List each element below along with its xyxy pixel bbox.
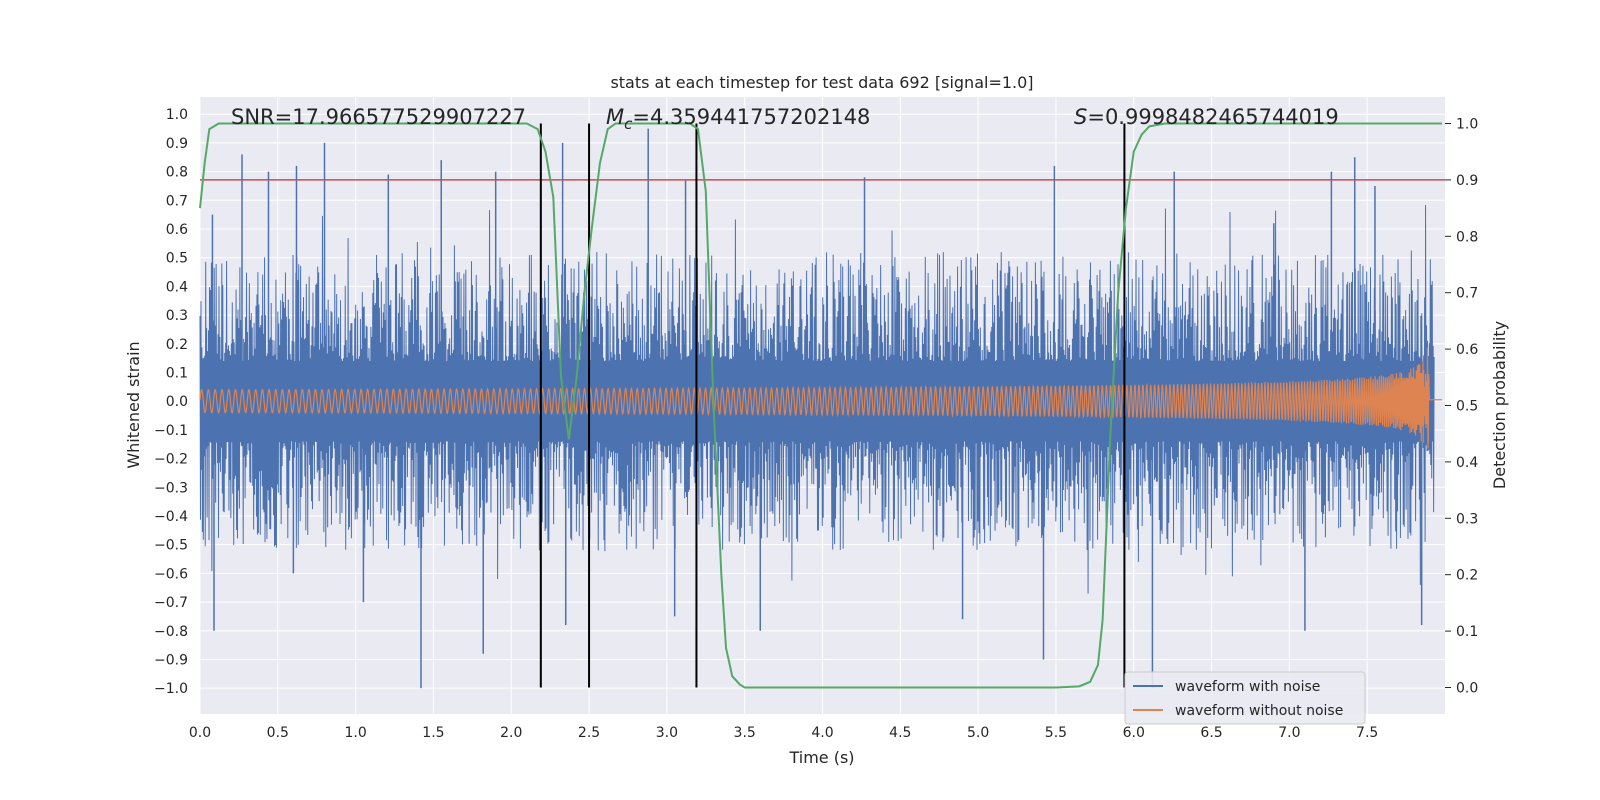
y-left-tick-label-5: 0.5 [166, 251, 188, 267]
y-left-tick-label-6: 0.4 [166, 279, 188, 295]
x-tick-label-13: 6.5 [1200, 725, 1222, 741]
y-left-tick-label-10: 0.0 [166, 394, 188, 410]
y-left-tick-label-17: −0.7 [154, 595, 188, 611]
clean-waveform-line [199, 347, 1442, 449]
x-axis-label: Time (s) [788, 748, 854, 767]
y-left-tick-label-13: −0.3 [154, 480, 188, 496]
y-axis-label-right: Detection probability [1490, 321, 1509, 489]
y-left-tick-label-16: −0.6 [154, 566, 188, 582]
y-left-tick-label-14: −0.4 [154, 509, 188, 525]
x-tick-label-4: 2.0 [500, 725, 522, 741]
x-tick-label-10: 5.0 [967, 725, 989, 741]
score-symbol: S [1074, 105, 1087, 129]
x-tick-label-7: 3.5 [734, 725, 756, 741]
y-right-tick-label-9: 0.1 [1456, 624, 1478, 640]
noisy-waveform-layer [199, 128, 1435, 689]
x-tick-label-1: 0.5 [267, 725, 289, 741]
x-tick-label-8: 4.0 [811, 725, 833, 741]
legend-label-clean: waveform without noise [1175, 703, 1343, 719]
y-left-tick-label-7: 0.3 [166, 308, 188, 324]
y-left-tick-label-4: 0.6 [166, 222, 188, 238]
y-left-tick-label-20: −1.0 [154, 681, 188, 697]
noisy-waveform-line [199, 204, 1435, 594]
x-tick-label-15: 7.5 [1356, 725, 1378, 741]
probability-layer [199, 122, 1442, 689]
y-axis-label-left: Whitened strain [124, 341, 143, 468]
chart-title: stats at each timestep for test data 692… [610, 73, 1033, 92]
y-left-tick-label-8: 0.2 [166, 337, 188, 353]
clean-waveform-layer [199, 347, 1442, 449]
y-right-tick-label-0: 1.0 [1456, 117, 1478, 133]
x-tick-label-2: 1.0 [344, 725, 366, 741]
x-tick-label-3: 1.5 [422, 725, 444, 741]
y-right-tick-label-10: 0.0 [1456, 680, 1478, 696]
x-tick-label-5: 2.5 [578, 725, 600, 741]
snr-annotation: SNR=17.966577529907227 [231, 105, 526, 129]
y-right-tick-label-8: 0.2 [1456, 568, 1478, 584]
y-left-tick-label-18: −0.8 [154, 624, 188, 640]
x-tick-label-0: 0.0 [189, 725, 211, 741]
legend: waveform with noise waveform without noi… [1124, 671, 1366, 725]
chirp-mass-symbol: M [606, 105, 624, 129]
y-left-tick-label-1: 0.9 [166, 136, 188, 152]
y-left-tick-label-9: 0.1 [166, 365, 188, 381]
score-value: =0.9998482465744019 [1087, 105, 1338, 129]
score-annotation: S=0.9998482465744019 [1074, 105, 1339, 129]
x-tick-label-6: 3.0 [656, 725, 678, 741]
y-right-tick-label-1: 0.9 [1456, 173, 1478, 189]
x-tick-label-12: 6.0 [1123, 725, 1145, 741]
legend-box [1124, 671, 1366, 725]
x-tick-label-14: 7.0 [1278, 725, 1300, 741]
chirp-mass-annotation: Mc=4.359441757202148 [606, 105, 870, 133]
y-left-tick-label-19: −0.9 [154, 652, 188, 668]
y-right-tick-label-2: 0.8 [1456, 229, 1478, 245]
y-right-tick-label-5: 0.5 [1456, 399, 1478, 415]
y-left-tick-label-3: 0.7 [166, 193, 188, 209]
y-right-tick-label-6: 0.4 [1456, 455, 1478, 471]
chirp-mass-subscript: c [624, 115, 633, 133]
chirp-mass-value: =4.359441757202148 [632, 105, 870, 129]
y-right-tick-label-7: 0.3 [1456, 511, 1478, 527]
x-tick-label-11: 5.5 [1045, 725, 1067, 741]
x-tick-label-9: 4.5 [889, 725, 911, 741]
y-right-tick-label-4: 0.6 [1456, 342, 1478, 358]
y-left-tick-label-11: −0.1 [154, 423, 188, 439]
y-left-tick-label-0: 1.0 [166, 107, 188, 123]
y-left-tick-label-12: −0.2 [154, 452, 188, 468]
y-left-tick-label-2: 0.8 [166, 165, 188, 181]
y-right-tick-label-3: 0.7 [1456, 286, 1478, 302]
legend-label-noisy: waveform with noise [1175, 679, 1320, 695]
y-left-tick-label-15: −0.5 [154, 538, 188, 554]
ticks-layer: 0.0 0.5 1.0 1.5 2.0 2.5 3.0 3.5 4.0 4.5 5.0 5.5 6.0 6… [154, 107, 1478, 741]
probability-line [199, 122, 1442, 689]
